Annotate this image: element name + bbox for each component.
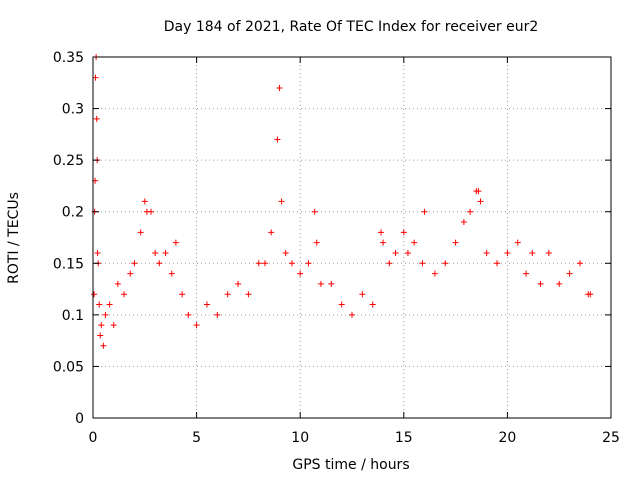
data-point: [529, 249, 536, 256]
data-point: [110, 322, 117, 329]
data-point: [378, 229, 385, 236]
y-tick-label: 0.05: [53, 359, 84, 375]
data-point: [156, 260, 163, 267]
data-point: [97, 332, 104, 339]
data-point: [305, 260, 312, 267]
data-point: [297, 270, 304, 277]
data-point: [442, 260, 449, 267]
data-point: [91, 291, 98, 298]
data-point: [359, 291, 366, 298]
data-point: [313, 239, 320, 246]
data-point: [94, 249, 101, 256]
data-point: [214, 311, 221, 318]
data-point: [152, 249, 159, 256]
data-point: [93, 115, 100, 122]
plot-frame: [92, 56, 612, 419]
data-point: [245, 291, 252, 298]
data-point: [274, 136, 281, 143]
data-point: [494, 260, 501, 267]
data-point: [369, 301, 376, 308]
y-tick-label: 0.25: [53, 153, 84, 169]
data-point: [411, 239, 418, 246]
data-point: [288, 260, 295, 267]
data-point: [419, 260, 426, 267]
data-point: [483, 249, 490, 256]
data-point: [141, 198, 148, 205]
data-point: [467, 208, 474, 215]
data-point: [380, 239, 387, 246]
y-tick-label: 0.15: [53, 256, 84, 272]
y-tick-label: 0: [75, 411, 84, 427]
y-axis-label: ROTI / TECUs: [6, 192, 22, 284]
data-point: [98, 322, 105, 329]
data-point: [224, 291, 231, 298]
data-point: [179, 291, 186, 298]
data-point: [268, 229, 275, 236]
data-point: [311, 208, 318, 215]
data-point: [566, 270, 573, 277]
data-point: [537, 280, 544, 287]
data-point: [261, 260, 268, 267]
x-tick-label: 5: [192, 430, 201, 446]
x-tick-label: 15: [395, 430, 413, 446]
data-point: [400, 229, 407, 236]
x-tick-label: 20: [498, 430, 516, 446]
data-point: [185, 311, 192, 318]
data-point: [278, 198, 285, 205]
data-point: [477, 198, 484, 205]
data-point: [127, 270, 134, 277]
y-tick-label: 0.35: [53, 50, 84, 66]
data-point: [587, 291, 594, 298]
y-tick-label: 0.1: [62, 308, 84, 324]
data-point: [504, 249, 511, 256]
data-point: [255, 260, 262, 267]
data-point: [576, 260, 583, 267]
data-point: [162, 249, 169, 256]
axis-ticks: 0 5 10 15 20 25 0 0.05 0.1 0.15 0.2 0.25 0.3 0.35: [53, 50, 620, 446]
data-point: [235, 280, 242, 287]
data-point: [100, 342, 107, 349]
data-point: [168, 270, 175, 277]
data-point: [386, 260, 393, 267]
data-point: [556, 280, 563, 287]
data-point: [338, 301, 345, 308]
data-point: [460, 219, 467, 226]
data-point: [137, 229, 144, 236]
grid: [93, 57, 611, 418]
x-tick-label: 25: [602, 430, 620, 446]
data-point: [276, 84, 283, 91]
data-point: [96, 301, 103, 308]
data-point: [421, 208, 428, 215]
data-point: [106, 301, 113, 308]
data-point: [404, 249, 411, 256]
data-point: [475, 188, 482, 195]
data-point: [193, 322, 200, 329]
data-point: [349, 311, 355, 318]
data-point: [121, 291, 128, 298]
data-point: [102, 311, 109, 318]
data-point: [114, 280, 121, 287]
data-point: [131, 260, 138, 267]
data-point: [545, 249, 552, 256]
x-tick-label: 10: [291, 430, 309, 446]
data-point: [452, 239, 459, 246]
data-point: [203, 301, 210, 308]
y-tick-label: 0.3: [62, 102, 84, 118]
x-tick-label: 0: [89, 430, 98, 446]
x-axis-label: GPS time / hours: [292, 457, 409, 473]
data-point: [514, 239, 521, 246]
data-point: [431, 270, 438, 277]
y-tick-label: 0.2: [62, 205, 84, 221]
data-point: [282, 249, 289, 256]
data-point: [317, 280, 324, 287]
data-point: [523, 270, 530, 277]
data-point: [148, 208, 155, 215]
data-point: [172, 239, 179, 246]
chart-title: Day 184 of 2021, Rate Of TEC Index for r…: [164, 19, 539, 35]
data-point: [328, 280, 335, 287]
data-point: [392, 249, 399, 256]
